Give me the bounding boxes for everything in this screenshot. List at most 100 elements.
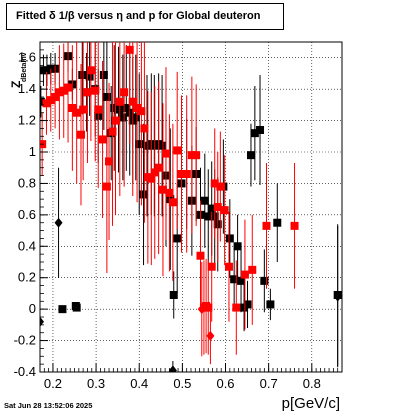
- data-point: [250, 129, 259, 138]
- data-point: [79, 105, 88, 114]
- data-point: [220, 206, 229, 215]
- data-point: [86, 66, 95, 75]
- x-tick-label: 0.2: [44, 376, 62, 391]
- data-point: [210, 179, 219, 188]
- data-point: [122, 104, 131, 112]
- data-point: [158, 185, 167, 194]
- data-point-diamond: [54, 217, 63, 228]
- y-tick-label: 0.8: [18, 175, 36, 190]
- chart-title: Fitted δ 1/β versus η and p for Global d…: [6, 3, 284, 30]
- data-point: [99, 71, 108, 79]
- axes: -0.4 -0.2 0 0.2 0.4 0.6 0.8 1 1.2 1.4 1.6 0.2 0.3 0.4…: [14, 41, 343, 391]
- data-point: [154, 163, 163, 172]
- data-point: [230, 275, 239, 284]
- y-tick-label: -0.2: [14, 333, 36, 348]
- x-tick-label: 0.7: [260, 376, 278, 391]
- data-point: [150, 168, 159, 177]
- y-tick-label: 1.6: [18, 50, 36, 65]
- data-point: [256, 126, 265, 134]
- data-point: [207, 262, 216, 271]
- y-tick-label: 1: [29, 144, 36, 159]
- x-tick-label: 0.3: [87, 376, 105, 391]
- data-point: [137, 107, 146, 116]
- data-point: [248, 265, 257, 274]
- data-point: [85, 72, 94, 81]
- data-point: [187, 151, 196, 160]
- data-point: [102, 182, 111, 191]
- data-point: [182, 170, 191, 178]
- data-point: [55, 88, 64, 97]
- x-tick-label: 0.6: [216, 376, 234, 391]
- data-point: [232, 303, 241, 312]
- data-point: [78, 71, 87, 79]
- data-point: [158, 141, 167, 150]
- data-point: [58, 305, 67, 314]
- data-point: [177, 170, 186, 178]
- data-point: [216, 182, 225, 191]
- data-point: [105, 157, 114, 166]
- x-tick-label: 0.8: [303, 376, 321, 391]
- y-axis-label: Z dBetaInv: [3, 38, 49, 88]
- x-axis-label: p[GeV/c]: [281, 395, 340, 412]
- y-tick-label: 0: [29, 301, 36, 316]
- series-0: [40, 42, 342, 366]
- diamond-series-0: [40, 167, 342, 372]
- data-point-diamond: [40, 316, 44, 327]
- x-tick-label: 0.4: [130, 376, 148, 391]
- y-tick-label: 1.2: [18, 113, 36, 128]
- data-point: [204, 212, 213, 221]
- x-tick-label: 0.5: [173, 376, 191, 391]
- data-point: [64, 83, 73, 92]
- y-tick-label: 0.2: [18, 270, 36, 285]
- data-point: [115, 97, 124, 106]
- data-point: [207, 204, 216, 213]
- data-point: [118, 113, 127, 122]
- data-point: [225, 234, 234, 243]
- data-point: [246, 151, 255, 160]
- data-point: [173, 234, 182, 243]
- data-point: [72, 303, 81, 312]
- data-point: [200, 196, 209, 205]
- data-point: [111, 116, 120, 125]
- data-point: [110, 104, 119, 112]
- data-point: [139, 190, 148, 199]
- diamond-series-1: [197, 262, 215, 365]
- data-point: [114, 105, 123, 114]
- data-point-diamond: [168, 365, 177, 372]
- series-1: [40, 42, 299, 355]
- data-point: [173, 146, 182, 155]
- data-point-diamond: [197, 304, 206, 315]
- y-tick-label: 1.4: [18, 81, 36, 96]
- y-axis-label-sub: dBetaInv: [21, 52, 28, 82]
- data-point: [131, 113, 140, 122]
- data-point: [168, 198, 177, 207]
- data-point: [266, 300, 275, 309]
- data-point: [133, 104, 142, 112]
- data-point: [76, 130, 85, 139]
- timestamp: Sat Jun 28 13:52:06 2025: [4, 401, 93, 410]
- data-point-diamond: [333, 291, 342, 302]
- data-point: [213, 203, 222, 211]
- data-point: [46, 96, 55, 105]
- data-point: [125, 45, 134, 54]
- data-point: [224, 262, 233, 271]
- data-point: [169, 291, 178, 299]
- data-point: [91, 86, 100, 95]
- data-point: [40, 97, 45, 106]
- data-point: [59, 86, 68, 95]
- data-point: [262, 221, 271, 230]
- data-point: [135, 140, 144, 149]
- data-point: [273, 218, 282, 227]
- data-point: [192, 151, 201, 160]
- data-point: [108, 127, 117, 136]
- data-point: [120, 88, 129, 97]
- data-point: [98, 135, 107, 144]
- y-tick-label: 0.6: [18, 207, 36, 222]
- data-point: [204, 303, 213, 312]
- data-point: [51, 93, 60, 101]
- data-point: [42, 99, 51, 108]
- data-point: [290, 221, 299, 230]
- data-point: [72, 108, 81, 117]
- data-point: [196, 251, 205, 260]
